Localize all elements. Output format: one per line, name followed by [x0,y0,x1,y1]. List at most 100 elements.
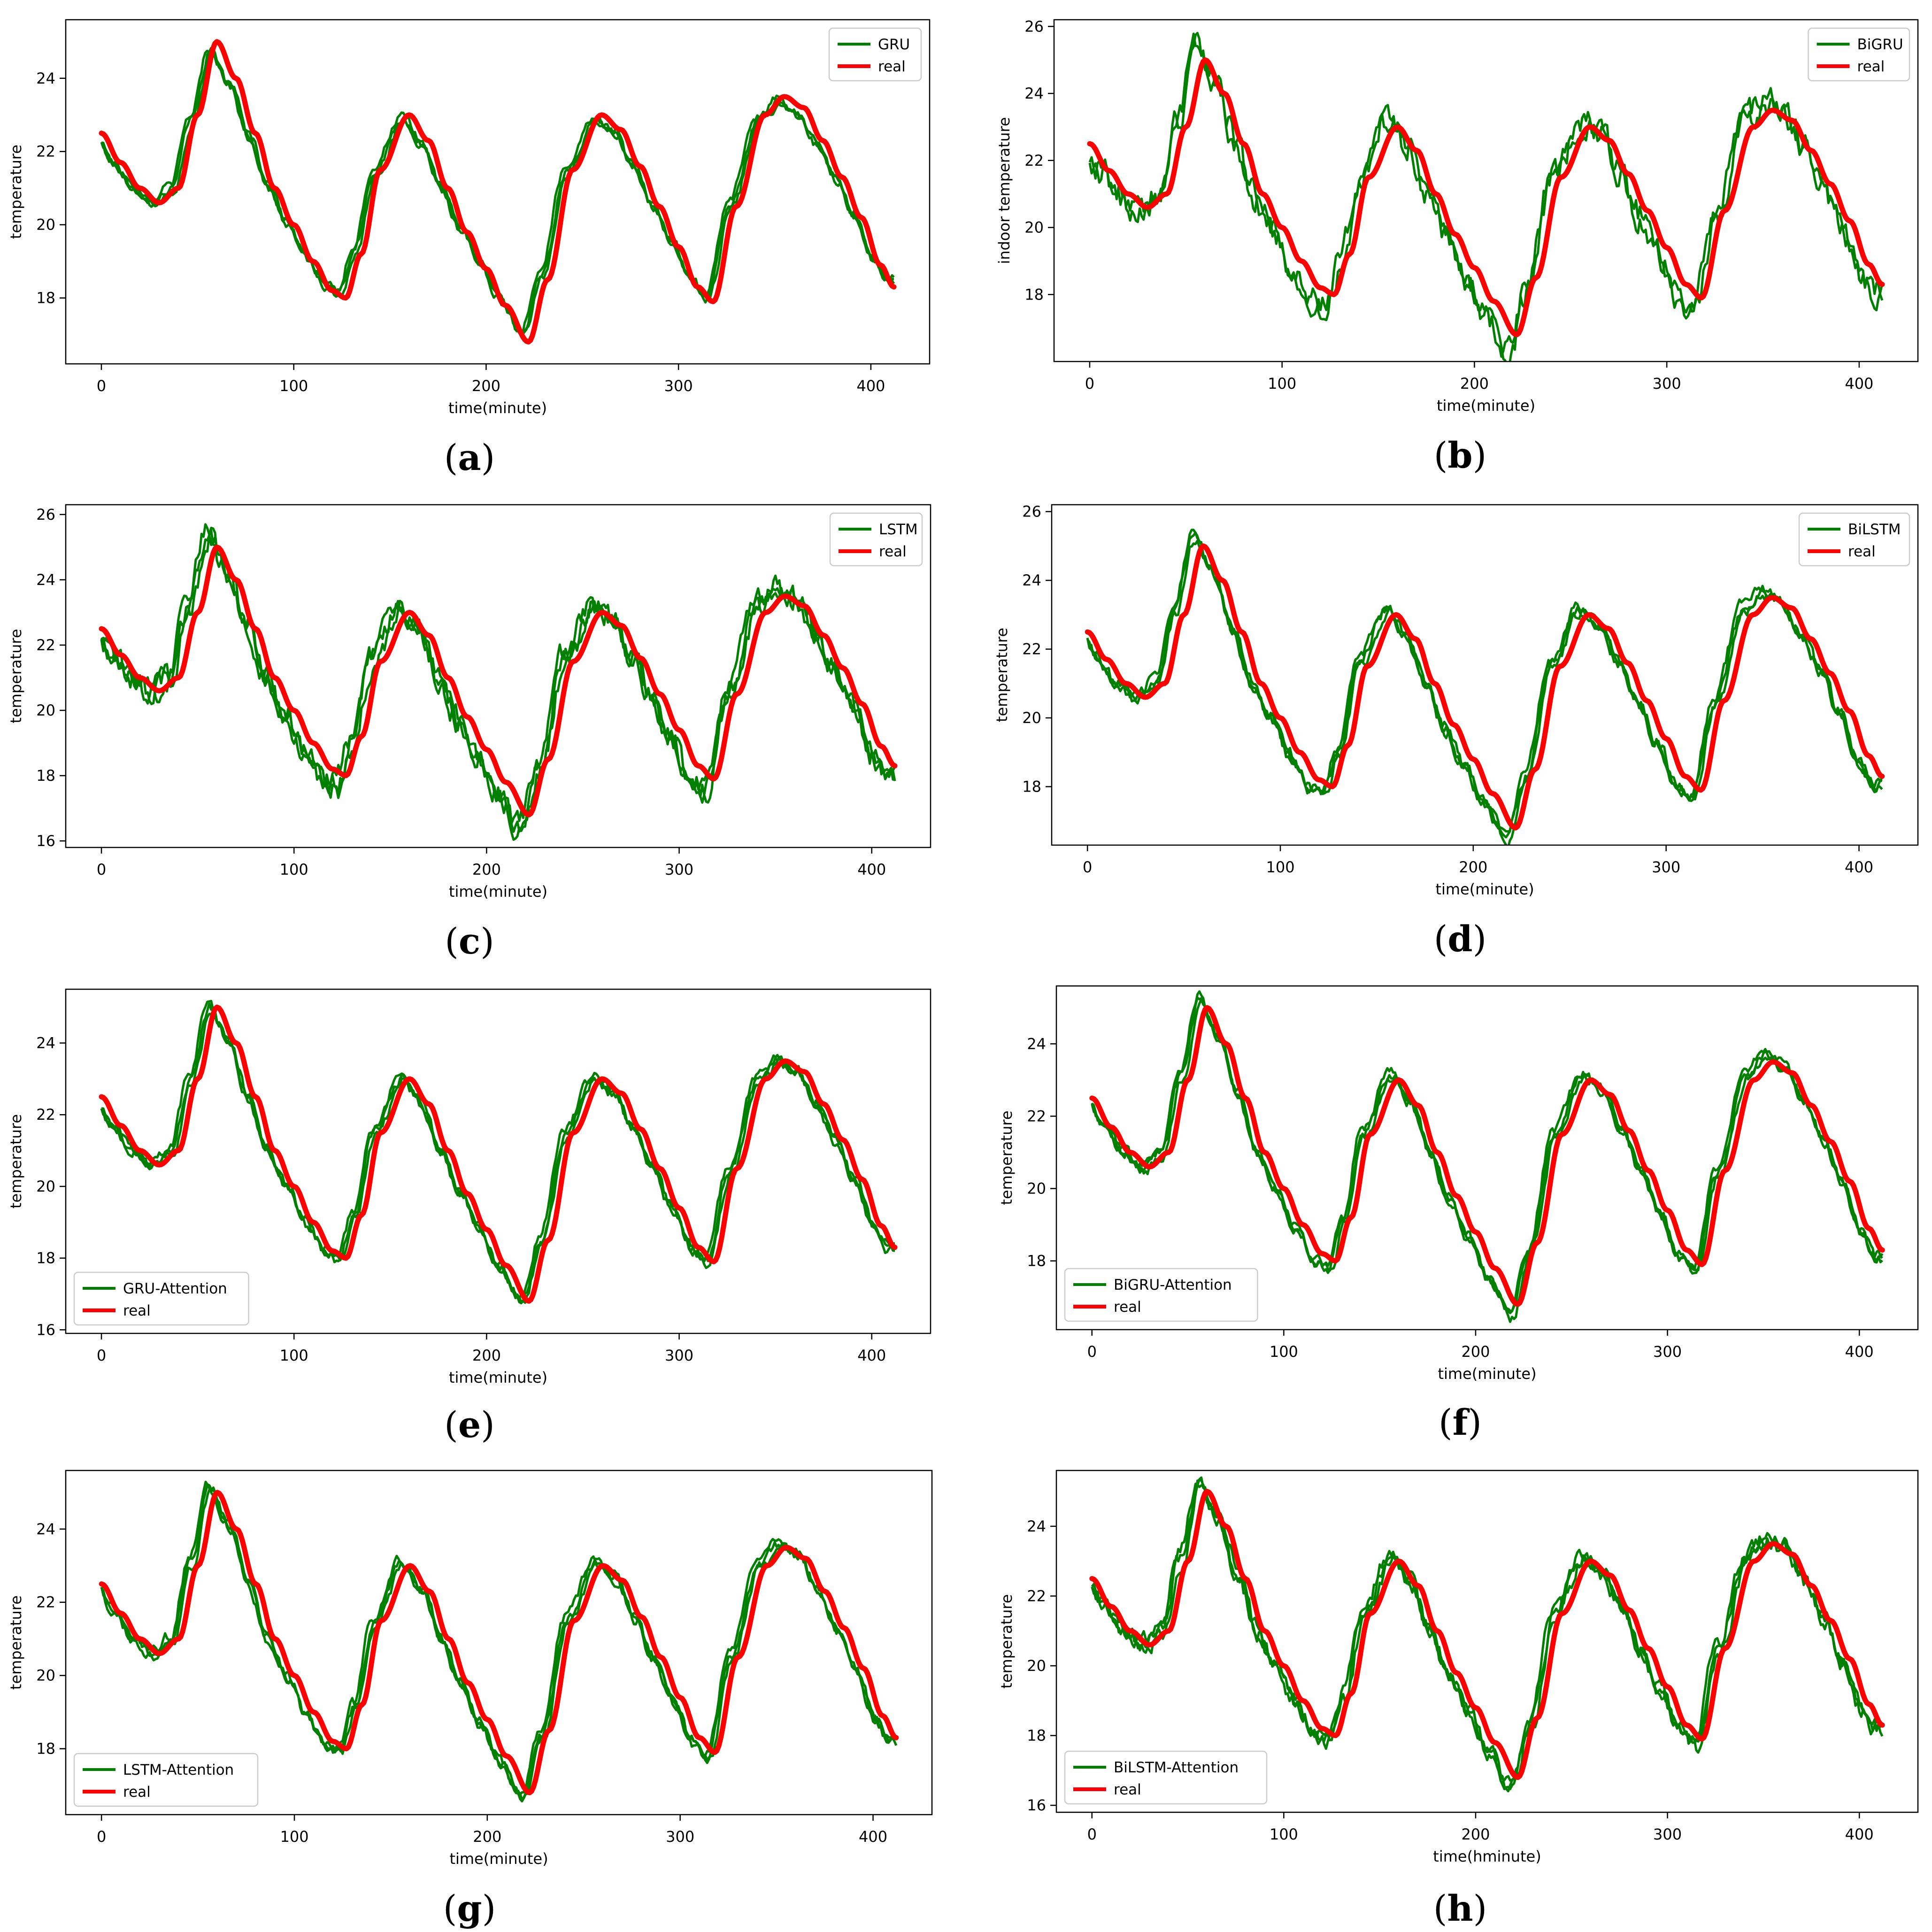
y-tick-label: 22 [36,1593,55,1611]
panel-caption-letter: d [1447,918,1473,960]
series-bilstm-run-3 [1086,529,1884,839]
legend-label: BiGRU [1857,36,1903,53]
series-bilstm-run-2 [1086,531,1883,833]
y-tick-label: 22 [1022,640,1041,658]
x-tick-label: 200 [1461,1825,1490,1843]
y-tick-label: 22 [36,143,55,161]
y-tick-label: 26 [1022,503,1041,521]
x-tick-label: 400 [857,1347,886,1364]
x-axis-label: time(minute) [448,399,547,417]
y-tick-label: 18 [1024,285,1044,303]
legend: GRU-Attention real [73,1271,249,1326]
y-tick-label: 22 [1024,152,1044,169]
y-axis-label: indoor temperature [995,117,1013,264]
x-tick-label: 200 [472,1347,501,1364]
panel-caption-letter: h [1447,1887,1473,1929]
y-tick-label: 24 [36,1034,55,1052]
x-tick-label: 100 [1266,858,1294,876]
y-tick-label: 18 [1027,1727,1046,1745]
y-tick-label: 16 [1027,1796,1046,1814]
y-tick-label: 20 [36,216,55,234]
x-axis-label: time(minute) [1437,397,1535,415]
legend-label: real [1114,1781,1141,1798]
y-tick-label: 24 [1024,85,1044,102]
y-tick-label: 22 [1027,1587,1046,1605]
legend-label: BiGRU-Attention [1114,1277,1232,1293]
x-tick-label: 300 [1652,858,1680,876]
series-real [1085,543,1885,831]
axes-frame [1053,19,1919,362]
x-tick-label: 100 [280,1828,308,1846]
legend-label: LSTM-Attention [123,1762,234,1778]
legend-label: real [123,1302,151,1319]
y-axis-label: temperature [7,145,25,239]
y-tick-label: 20 [1027,1179,1046,1197]
legend-box [73,1271,249,1326]
axes-frame [65,19,931,365]
panel-caption-letter: b [1447,434,1473,476]
y-tick-label: 18 [36,1740,55,1758]
x-tick-label: 400 [856,377,885,395]
panel-caption: (e) [444,1404,495,1446]
legend-label: LSTM [879,521,918,538]
x-tick-label: 200 [472,861,501,878]
y-tick-label: 20 [1022,709,1041,727]
panel-caption: (d) [1433,918,1487,960]
panel-caption: (a) [444,437,495,478]
y-tick-label: 26 [1024,17,1044,35]
y-tick-label: 24 [36,571,55,589]
x-tick-label: 0 [1087,1343,1097,1361]
legend-label: real [1857,58,1885,75]
x-tick-label: 100 [279,377,308,395]
panel-caption-letter: g [457,1887,482,1929]
x-tick-label: 400 [859,1828,887,1846]
y-tick-label: 16 [36,832,55,850]
y-tick-label: 20 [1027,1657,1046,1675]
series-gru-attention-run-3 [100,1000,896,1300]
x-axis-label: time(minute) [1435,880,1534,898]
y-tick-label: 18 [36,289,55,307]
legend: BiGRU-Attention real [1064,1268,1258,1322]
x-tick-label: 400 [1845,1343,1874,1361]
x-tick-label: 300 [1653,1343,1682,1361]
series-lstm-run-3 [100,523,896,824]
axes-frame [1055,985,1919,1331]
y-tick-label: 24 [1027,1517,1046,1535]
y-tick-label: 18 [1022,778,1041,796]
legend: BiGRU real [1808,27,1910,82]
series-real [99,1004,898,1304]
series-bilstm-attention-run-1 [1091,1476,1884,1793]
x-tick-label: 100 [1270,1825,1298,1843]
x-tick-label: 300 [666,1828,694,1846]
y-tick-label: 18 [36,1249,55,1267]
y-axis-label: temperature [993,628,1011,722]
legend: LSTM-Attention real [73,1753,259,1807]
x-tick-label: 300 [1653,1825,1682,1843]
y-tick-label: 22 [36,636,55,654]
legend-box [1064,1268,1258,1322]
panel-caption: (b) [1433,434,1487,476]
legend-box [1064,1750,1268,1805]
series-real [99,39,897,345]
y-tick-label: 26 [36,506,55,523]
x-tick-label: 100 [280,1347,308,1364]
y-axis-label: temperature [7,1595,25,1690]
x-tick-label: 300 [1653,375,1681,393]
legend-label: real [878,58,906,75]
legend-label: real [123,1784,151,1801]
y-tick-label: 22 [36,1106,55,1124]
panel-caption: (c) [445,920,494,962]
legend: LSTM real [829,512,923,567]
x-tick-label: 200 [473,1828,501,1846]
series-real [1089,1005,1885,1307]
y-tick-label: 18 [1027,1252,1046,1270]
x-axis-label: time(minute) [449,883,547,901]
y-tick-label: 20 [36,701,55,719]
x-tick-label: 400 [1845,858,1873,876]
